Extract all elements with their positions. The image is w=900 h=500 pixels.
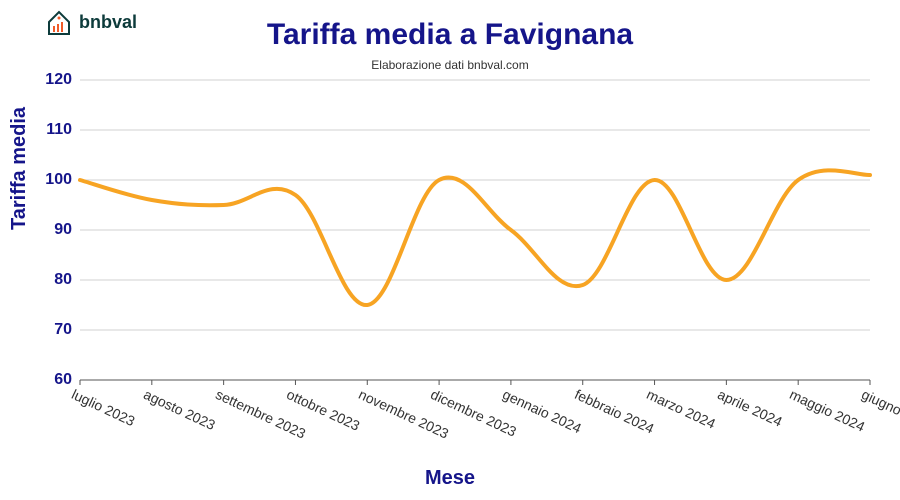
- y-tick-label: 60: [54, 371, 72, 389]
- x-tick-label: aprile 2024: [716, 386, 786, 430]
- plot-area: 60708090100110120luglio 2023agosto 2023s…: [80, 80, 870, 380]
- chart-title: Tariffa media a Favignana: [0, 18, 900, 52]
- chart-line: [80, 80, 870, 380]
- y-tick-label: 100: [45, 171, 72, 189]
- y-tick-label: 110: [46, 121, 72, 139]
- x-tick-label: agosto 2023: [141, 386, 218, 433]
- chart-subtitle: Elaborazione dati bnbval.com: [0, 58, 900, 72]
- y-tick-label: 80: [54, 271, 72, 289]
- x-axis-label: Mese: [0, 467, 900, 490]
- y-axis-label: Tariffa media: [8, 107, 31, 230]
- y-tick-label: 120: [45, 71, 72, 89]
- y-tick-label: 70: [54, 321, 72, 339]
- x-tick-label: luglio 2023: [69, 386, 137, 429]
- x-tick-label: giugno 2024: [859, 386, 900, 433]
- x-tick-label: maggio 2024: [787, 386, 867, 435]
- y-tick-label: 90: [54, 221, 72, 239]
- x-tick-label: febbraio 2024: [572, 386, 656, 437]
